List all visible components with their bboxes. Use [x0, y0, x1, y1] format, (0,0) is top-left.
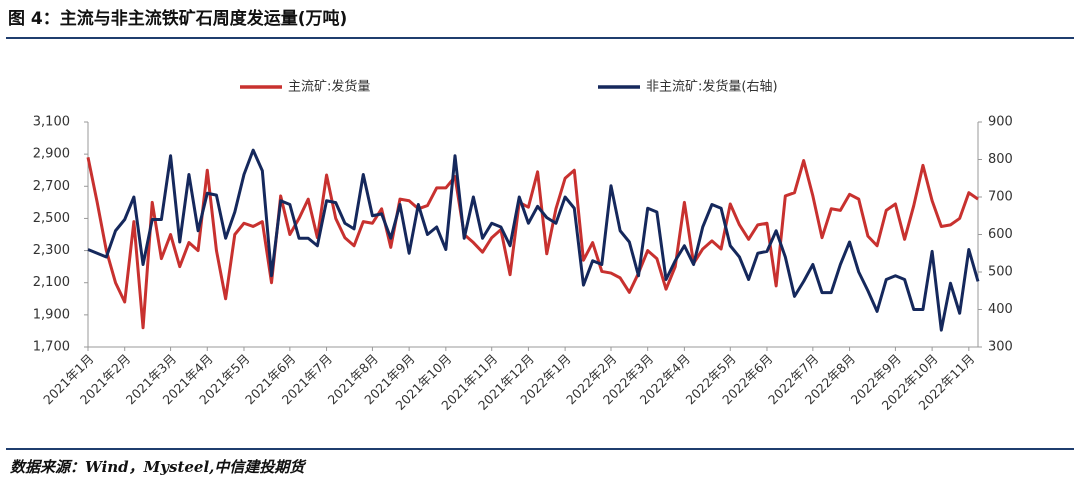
y2-tick-label: 400 — [988, 302, 1013, 317]
y-tick-label: 2,900 — [33, 147, 70, 162]
series-line — [86, 157, 979, 330]
chart-title: 图 4：主流与非主流铁矿石周度发运量(万吨) — [8, 8, 347, 29]
series-line — [87, 148, 980, 332]
y-tick-label: 2,300 — [33, 243, 70, 258]
legend-label: 主流矿:发货量 — [288, 79, 370, 95]
y-tick-label: 1,900 — [33, 307, 70, 322]
legend-label: 非主流矿:发货量(右轴) — [646, 79, 778, 95]
y-tick-label: 2,100 — [33, 275, 70, 290]
y2-tick-label: 900 — [988, 115, 1013, 130]
y2-tick-label: 300 — [988, 340, 1013, 355]
y2-tick-label: 600 — [988, 227, 1013, 242]
y-tick-label: 1,700 — [33, 340, 70, 355]
source: 数据来源：Wind，Mysteel,中信建投期货 — [10, 458, 307, 476]
y2-tick-label: 800 — [988, 152, 1013, 167]
y2-tick-label: 500 — [988, 265, 1013, 280]
y2-tick-label: 700 — [988, 190, 1013, 205]
y-tick-label: 2,500 — [33, 211, 70, 226]
y-tick-label: 2,700 — [33, 179, 70, 194]
y-tick-label: 3,100 — [33, 115, 70, 130]
